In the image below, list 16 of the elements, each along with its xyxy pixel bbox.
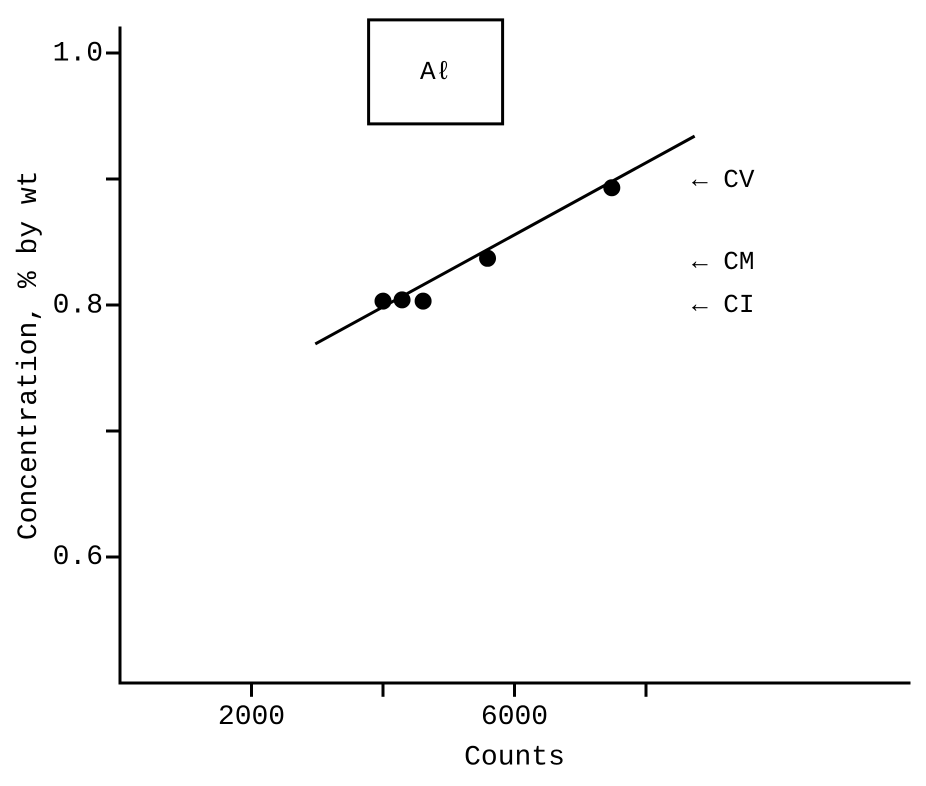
y-axis-title: Concentration, % by wt [14, 170, 46, 540]
point [394, 291, 411, 308]
annotation: ← CV [692, 164, 755, 195]
annotation: ← CM [692, 246, 754, 277]
x-tick-label: 2000 [218, 702, 286, 734]
x-tick-label: 6000 [480, 702, 548, 734]
y-tick-label: 1.0 [52, 38, 104, 70]
point [374, 292, 392, 310]
y-tick-label: 0.6 [52, 542, 104, 574]
x-axis-title: Counts [464, 742, 565, 774]
annotation: Aℓ [420, 56, 452, 87]
point [479, 250, 496, 267]
point [603, 179, 620, 196]
annotation: ← CI [692, 290, 754, 320]
point [414, 292, 432, 310]
y-tick-label: 0.8 [52, 290, 104, 322]
